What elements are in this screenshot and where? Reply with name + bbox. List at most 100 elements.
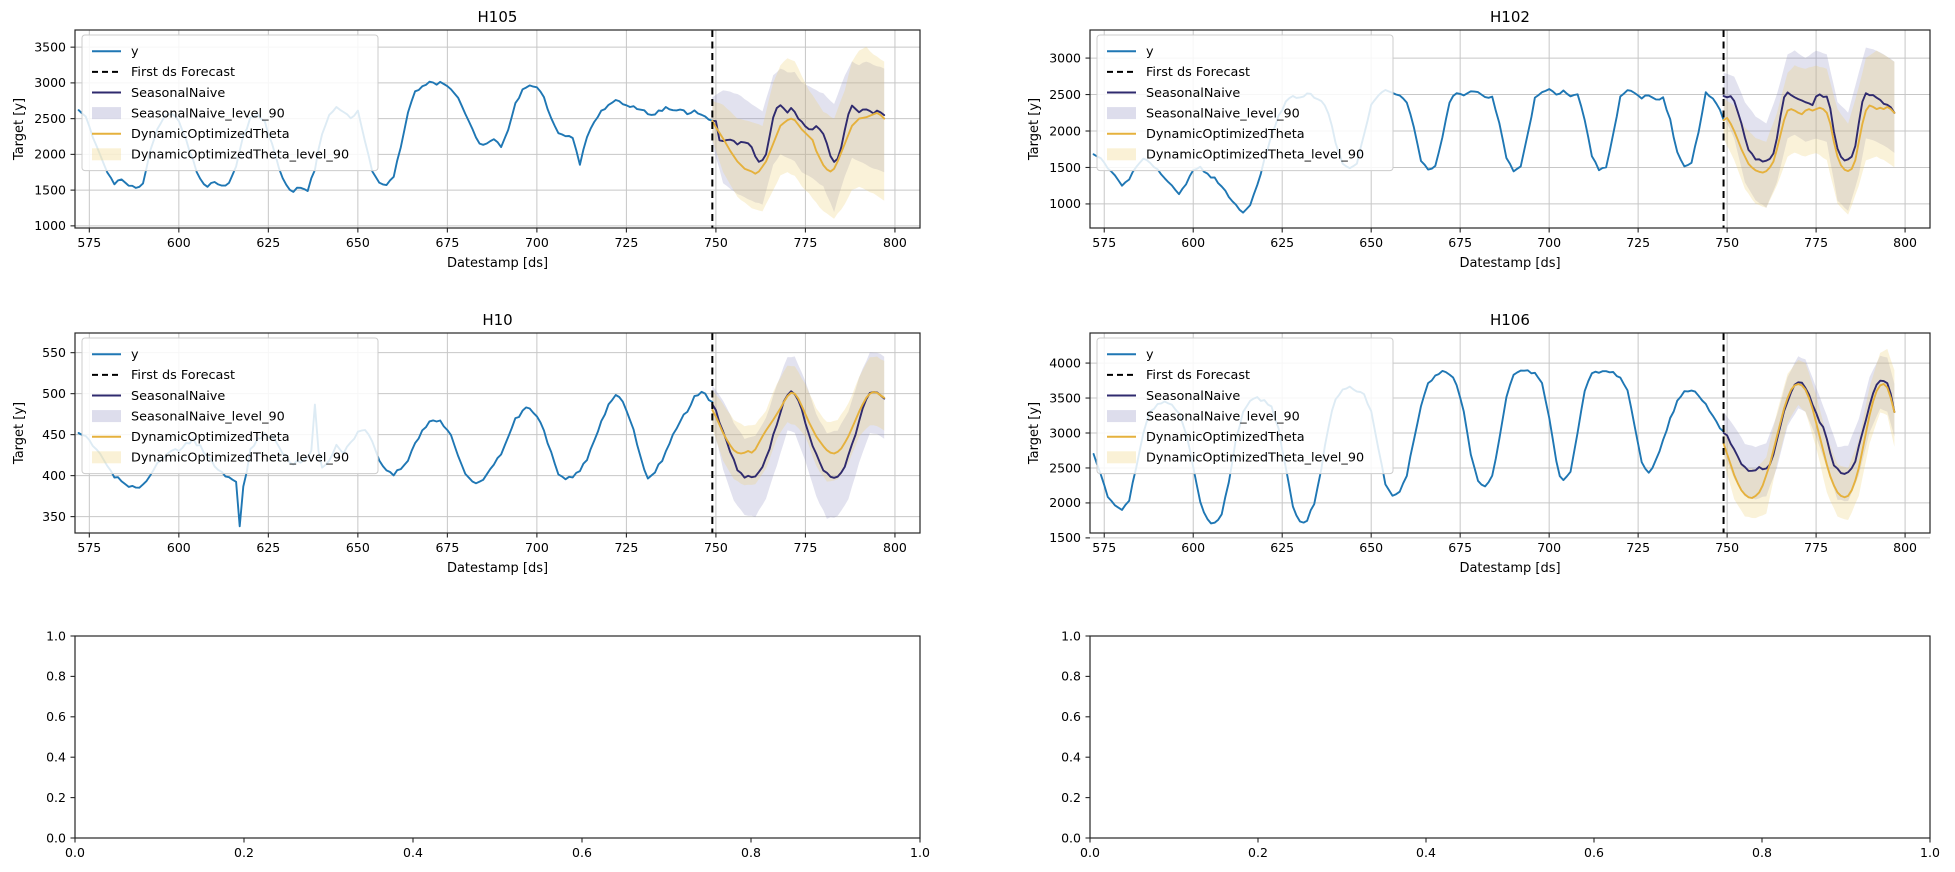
band-seasonalnaive_level_90 [1723,355,1895,502]
legend-item-seasonal_naive_band: SeasonalNaive_level_90 [1107,106,1300,121]
band-dynamicoptimizedtheta_level_90 [712,356,885,486]
legend-item-label: y [131,348,139,363]
y-tick-label: 3500 [34,39,66,54]
x-tick-label: 0.2 [234,845,254,860]
x-tick-label: 575 [1092,235,1116,250]
legend: y First ds Forecast SeasonalNaive SeasonalN… [1096,337,1394,475]
x-tick-label: 675 [1448,235,1472,250]
x-tick-label: 775 [1804,540,1828,555]
x-tick-label: 1.0 [910,845,930,860]
legend-item-theta_band: DynamicOptimizedTheta_level_90 [1107,451,1364,466]
x-tick-label: 0.0 [1080,845,1100,860]
y-tick-label: 550 [42,345,66,360]
series-y-line [1092,369,1725,525]
legend-item-label: First ds Forecast [131,65,235,80]
series-dynamicoptimizedtheta-line [1722,383,1896,499]
legend-item-first_ds_forecast: First ds Forecast [1107,65,1250,80]
x-tick-label: 625 [256,540,280,555]
legend-item-label: y [1146,348,1154,363]
legend-item-seasonal_naive_band: SeasonalNaive_level_90 [92,409,285,424]
x-tick-label: 0.8 [741,845,761,860]
y-tick-label: 500 [42,386,66,401]
y-axis-label: Target [y] [1027,402,1042,465]
legend-item-label: SeasonalNaive_level_90 [1146,409,1300,424]
legend: y First ds Forecast SeasonalNaive SeasonalN… [81,34,379,172]
y-tick-label: 2500 [1049,87,1081,102]
x-tick-label: 800 [1893,540,1917,555]
legend-item-first_ds_forecast: First ds Forecast [92,368,235,383]
series-seasonalnaive-line [711,104,886,163]
x-tick-label: 0.8 [1752,845,1772,860]
y-tick-label: 0.0 [1061,830,1081,845]
y-axis-label: Target [y] [12,98,27,161]
x-tick-label: 775 [793,235,817,250]
x-tick-label: 650 [346,235,370,250]
legend-item-label: SeasonalNaive [131,389,225,404]
legend-box [1096,34,1394,172]
axes-spines [1089,635,1931,839]
subplot-h102: 575 600 625 650 675 700 725 750 775 800 1000 1500 20… [1027,8,1931,271]
x-tick-label: 575 [77,235,101,250]
legend-item-y: y [92,348,139,363]
band-dynamicoptimizedtheta_level_90 [1723,50,1895,215]
subplot-empty-4: 0.0 0.2 0.4 0.6 0.8 1.0 0.0 0.2 0.4 0.6 0.8 1.0 [46,628,930,860]
x-tick-label: 0.4 [1416,845,1436,860]
series-dynamicoptimizedtheta-line [711,111,886,175]
legend-item-theta: DynamicOptimizedTheta [1107,127,1305,142]
legend-item-label: SeasonalNaive [131,86,225,101]
legend: y First ds Forecast SeasonalNaive SeasonalN… [81,337,379,475]
legend-item-label: DynamicOptimizedTheta_level_90 [1146,148,1364,163]
legend-item-label: SeasonalNaive_level_90 [1146,106,1300,121]
subplot-title: H105 [478,8,518,26]
legend-swatch-patch [1107,107,1136,120]
legend-swatch-patch [1107,410,1136,423]
y-tick-label: 0.6 [1061,709,1081,724]
y-tick-label: 4000 [1049,355,1081,370]
y-tick-label: 0.0 [46,830,66,845]
x-tick-label: 1.0 [1920,845,1940,860]
x-tick-label: 800 [883,235,907,250]
y-tick-label: 2000 [1049,495,1081,510]
axes-spines [74,635,921,839]
y-tick-label: 350 [42,509,66,524]
legend-swatch-patch [1107,451,1136,464]
legend-item-y: y [1107,45,1154,60]
y-tick-label: 0.4 [1061,750,1081,765]
subplot-title: H106 [1490,311,1530,329]
x-tick-label: 700 [525,235,549,250]
legend-item-y: y [92,45,139,60]
y-tick-label: 0.2 [46,790,66,805]
x-tick-label: 775 [1804,235,1828,250]
legend-item-theta_band: DynamicOptimizedTheta_level_90 [1107,148,1364,163]
legend-swatch-patch [92,410,121,423]
x-tick-label: 600 [167,235,191,250]
axes-spines [74,332,921,534]
legend-item-label: DynamicOptimizedTheta_level_90 [131,451,349,466]
axes-spines [1089,29,1931,229]
legend-box [81,34,379,172]
legend-item-y: y [1107,348,1154,363]
legend-item-theta_band: DynamicOptimizedTheta_level_90 [92,148,349,163]
series-dynamicoptimizedtheta-line [711,391,886,455]
legend-box [81,337,379,475]
legend-item-seasonal_naive: SeasonalNaive [1107,389,1240,404]
y-tick-label: 400 [42,468,66,483]
x-tick-label: 600 [1181,540,1205,555]
y-tick-label: 1500 [1049,530,1081,545]
y-tick-label: 2000 [1049,123,1081,138]
x-tick-label: 600 [1181,235,1205,250]
y-tick-label: 1500 [34,182,66,197]
subplot-title: H10 [482,311,512,329]
x-tick-label: 800 [1893,235,1917,250]
legend-item-label: SeasonalNaive [1146,86,1240,101]
legend-item-seasonal_naive: SeasonalNaive [1107,86,1240,101]
x-tick-label: 675 [435,235,459,250]
x-tick-label: 600 [167,540,191,555]
x-axis-label: Datestamp [ds] [447,561,548,576]
legend-item-label: DynamicOptimizedTheta [131,127,290,142]
x-tick-label: 0.6 [572,845,592,860]
x-tick-label: 725 [614,540,638,555]
x-tick-label: 700 [1537,235,1561,250]
y-tick-label: 1000 [1049,196,1081,211]
legend-item-seasonal_naive_band: SeasonalNaive_level_90 [1107,409,1300,424]
